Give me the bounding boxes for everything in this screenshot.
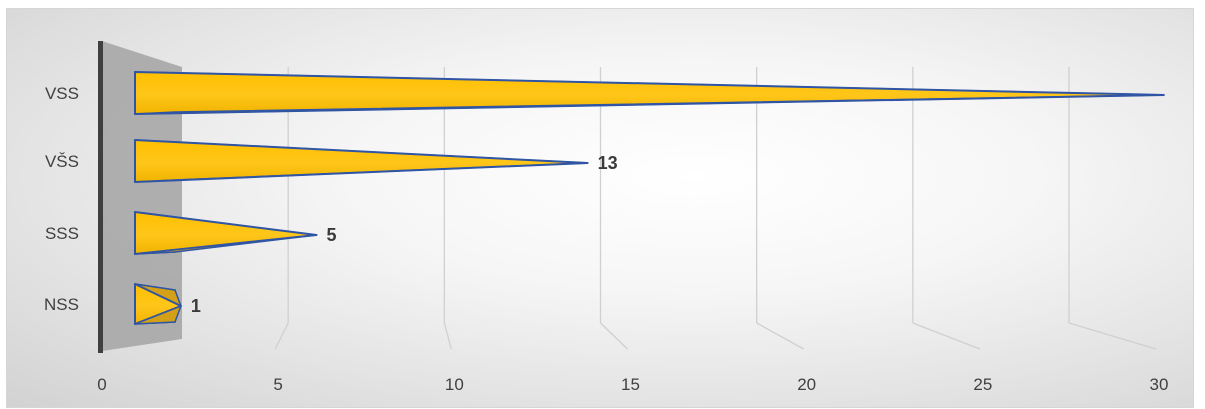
data-label: 1 [191,296,201,316]
x-tick-label: 25 [973,375,992,394]
bar-front-face [134,71,1165,115]
x-tick-label: 0 [97,375,106,394]
data-label: 5 [326,225,336,245]
gridline-floor [274,322,289,350]
chart-area: 30 13 5 1 VSS VŠS SSS NSS 0 5 10 15 20 25 30 [6,8,1194,408]
bar-bottom-face [134,162,589,183]
gridline-floor [443,322,452,350]
gridline-floor [756,322,804,350]
x-tick-labels: 0 5 10 15 20 25 30 [97,375,1168,394]
bar-vss [134,71,1165,115]
x-tick-label: 10 [445,375,464,394]
x-tick-label: 20 [797,375,816,394]
vertical-axis-line [98,41,103,353]
bar-bottom-face [134,234,318,255]
gridline-floor [1068,322,1157,350]
gridline-floor [600,322,628,350]
x-tick-label: 5 [273,375,282,394]
bar-front-face [134,139,589,183]
category-label: NSS [44,295,79,314]
x-tick-label: 15 [621,375,640,394]
category-label: VŠS [45,152,79,171]
gridline-floor [912,322,981,350]
data-label: 13 [598,153,618,173]
category-label: VSS [45,84,79,103]
bar-nss [134,283,182,325]
bar-bottom-face [134,94,1165,115]
bar-sss [134,211,318,255]
category-labels: VSS VŠS SSS NSS [44,84,79,314]
bar-všs [134,139,589,183]
side-wall-panel [102,41,182,351]
bar-bottom-face [134,305,182,325]
side-wall [98,41,182,353]
x-tick-label: 30 [1150,375,1169,394]
category-label: SSS [45,224,79,243]
bars: 301351 [134,71,1165,325]
bar-front-face [134,211,318,255]
cone-bar-chart: 30 13 5 1 VSS VŠS SSS NSS 0 5 10 15 20 25 30 [44,41,1168,394]
